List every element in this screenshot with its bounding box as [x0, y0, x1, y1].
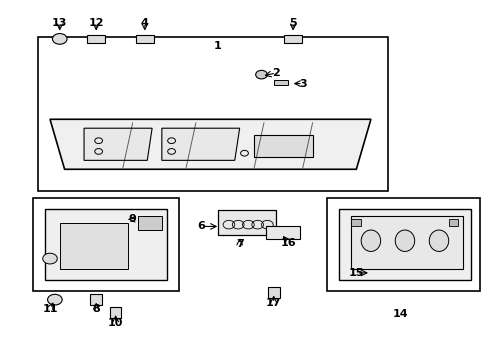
Polygon shape — [266, 226, 300, 239]
Bar — [267, 287, 279, 298]
Polygon shape — [50, 119, 370, 169]
Bar — [284, 35, 301, 43]
Bar — [110, 307, 121, 318]
Polygon shape — [339, 208, 469, 280]
Ellipse shape — [361, 230, 380, 251]
Text: 1: 1 — [213, 41, 221, 51]
Text: 3: 3 — [299, 78, 306, 89]
Bar — [33, 198, 179, 291]
Text: 8: 8 — [92, 303, 100, 314]
Bar — [326, 198, 479, 291]
Bar — [351, 219, 361, 226]
Text: 12: 12 — [88, 18, 104, 28]
Text: 13: 13 — [52, 18, 67, 28]
Bar — [87, 35, 105, 43]
Text: 16: 16 — [280, 238, 295, 248]
Text: 7: 7 — [235, 239, 243, 249]
Text: 15: 15 — [348, 268, 363, 278]
Bar — [60, 223, 127, 269]
Text: 6: 6 — [196, 221, 204, 231]
Bar — [90, 294, 102, 305]
Text: 14: 14 — [391, 309, 407, 319]
Text: 11: 11 — [42, 303, 58, 314]
Ellipse shape — [428, 230, 448, 251]
Circle shape — [42, 253, 57, 264]
Circle shape — [255, 70, 267, 79]
Circle shape — [47, 294, 62, 305]
Text: 17: 17 — [265, 298, 281, 308]
Polygon shape — [217, 210, 276, 235]
Bar — [38, 37, 387, 191]
Polygon shape — [162, 128, 239, 160]
Text: 5: 5 — [289, 18, 296, 28]
Bar — [254, 135, 312, 157]
Bar — [136, 35, 153, 43]
Text: 2: 2 — [272, 68, 280, 78]
Polygon shape — [351, 216, 462, 269]
Bar — [273, 80, 287, 85]
Text: 9: 9 — [128, 214, 136, 224]
Ellipse shape — [394, 230, 414, 251]
Circle shape — [52, 33, 67, 44]
Text: 10: 10 — [108, 318, 123, 328]
Bar — [448, 219, 458, 226]
Polygon shape — [84, 128, 152, 160]
Text: 4: 4 — [141, 18, 148, 28]
Bar — [137, 216, 162, 230]
Polygon shape — [45, 208, 166, 280]
